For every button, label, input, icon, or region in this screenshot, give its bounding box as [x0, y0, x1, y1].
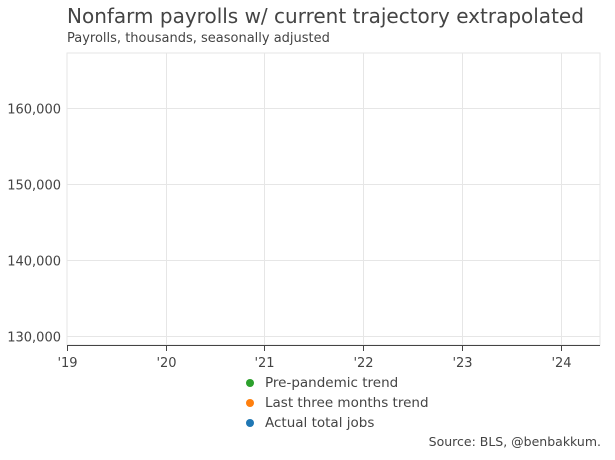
x-tick-label: '23	[452, 356, 472, 371]
legend-marker-dot-icon	[246, 419, 254, 427]
y-tick-label: 130,000	[7, 331, 61, 346]
x-tick-label: '21	[254, 356, 274, 371]
legend-item: Last three months trend	[246, 393, 429, 413]
legend-label: Actual total jobs	[265, 415, 375, 431]
y-tick-label: 150,000	[7, 179, 61, 194]
legend-marker-dot-icon	[246, 379, 254, 387]
legend-item: Pre-pandemic trend	[246, 373, 429, 393]
chart-subtitle: Payrolls, thousands, seasonally adjusted	[67, 31, 330, 46]
legend-marker-dot-icon	[246, 399, 254, 407]
chart-legend: Pre-pandemic trend Last three months tren…	[246, 373, 429, 433]
x-tick-label: '24	[551, 356, 571, 371]
x-tick-label: '22	[353, 356, 373, 371]
legend-item: Actual total jobs	[246, 413, 429, 433]
x-tick-label: '20	[156, 356, 176, 371]
chart-title: Nonfarm payrolls w/ current trajectory e…	[67, 4, 584, 28]
plot-frame	[66, 52, 601, 346]
source-note: Source: BLS, @benbakkum.	[428, 434, 601, 449]
y-tick-label: 160,000	[7, 103, 61, 118]
y-tick-label: 140,000	[7, 255, 61, 270]
legend-label: Last three months trend	[265, 395, 429, 411]
x-tick-label: '19	[57, 356, 77, 371]
legend-label: Pre-pandemic trend	[265, 375, 399, 391]
